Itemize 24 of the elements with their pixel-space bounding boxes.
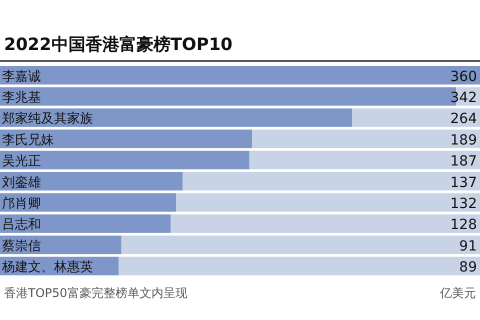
data-label: 189 <box>450 132 477 148</box>
data-label: 264 <box>450 111 478 128</box>
data-label: 128 <box>450 217 477 234</box>
data-label: 137 <box>450 174 477 191</box>
data-label: 342 <box>450 90 477 106</box>
y-tick-label: 李兆基 <box>2 90 41 106</box>
data-label: 89 <box>459 260 477 276</box>
y-tick-label: 吕志和 <box>2 218 41 233</box>
text: 香港TOP50富豪完整榜单文内呈现 <box>4 286 188 300</box>
data-label: 91 <box>459 238 477 254</box>
data-label: 360 <box>450 68 477 85</box>
y-tick-label: 李嘉诚 <box>2 69 41 84</box>
bar <box>0 66 480 84</box>
y-tick-label: 李氏兄妹 <box>2 132 54 148</box>
y-tick-label: 吴光正 <box>2 154 41 170</box>
data-label: 187 <box>450 154 477 170</box>
y-tick-label: 邝肖卿 <box>2 195 41 212</box>
y-tick-label: 蔡崇信 <box>2 238 41 254</box>
chart-title: 2022中国香港富豪榜TOP10 <box>4 35 233 55</box>
data-label: 132 <box>450 196 477 212</box>
y-tick-label: 刘銮雄 <box>2 174 41 190</box>
text: 亿美元 <box>439 286 476 300</box>
y-tick-label: 郑家纯及其家族 <box>2 110 93 127</box>
y-tick-label: 杨建文、林惠英 <box>1 260 93 276</box>
